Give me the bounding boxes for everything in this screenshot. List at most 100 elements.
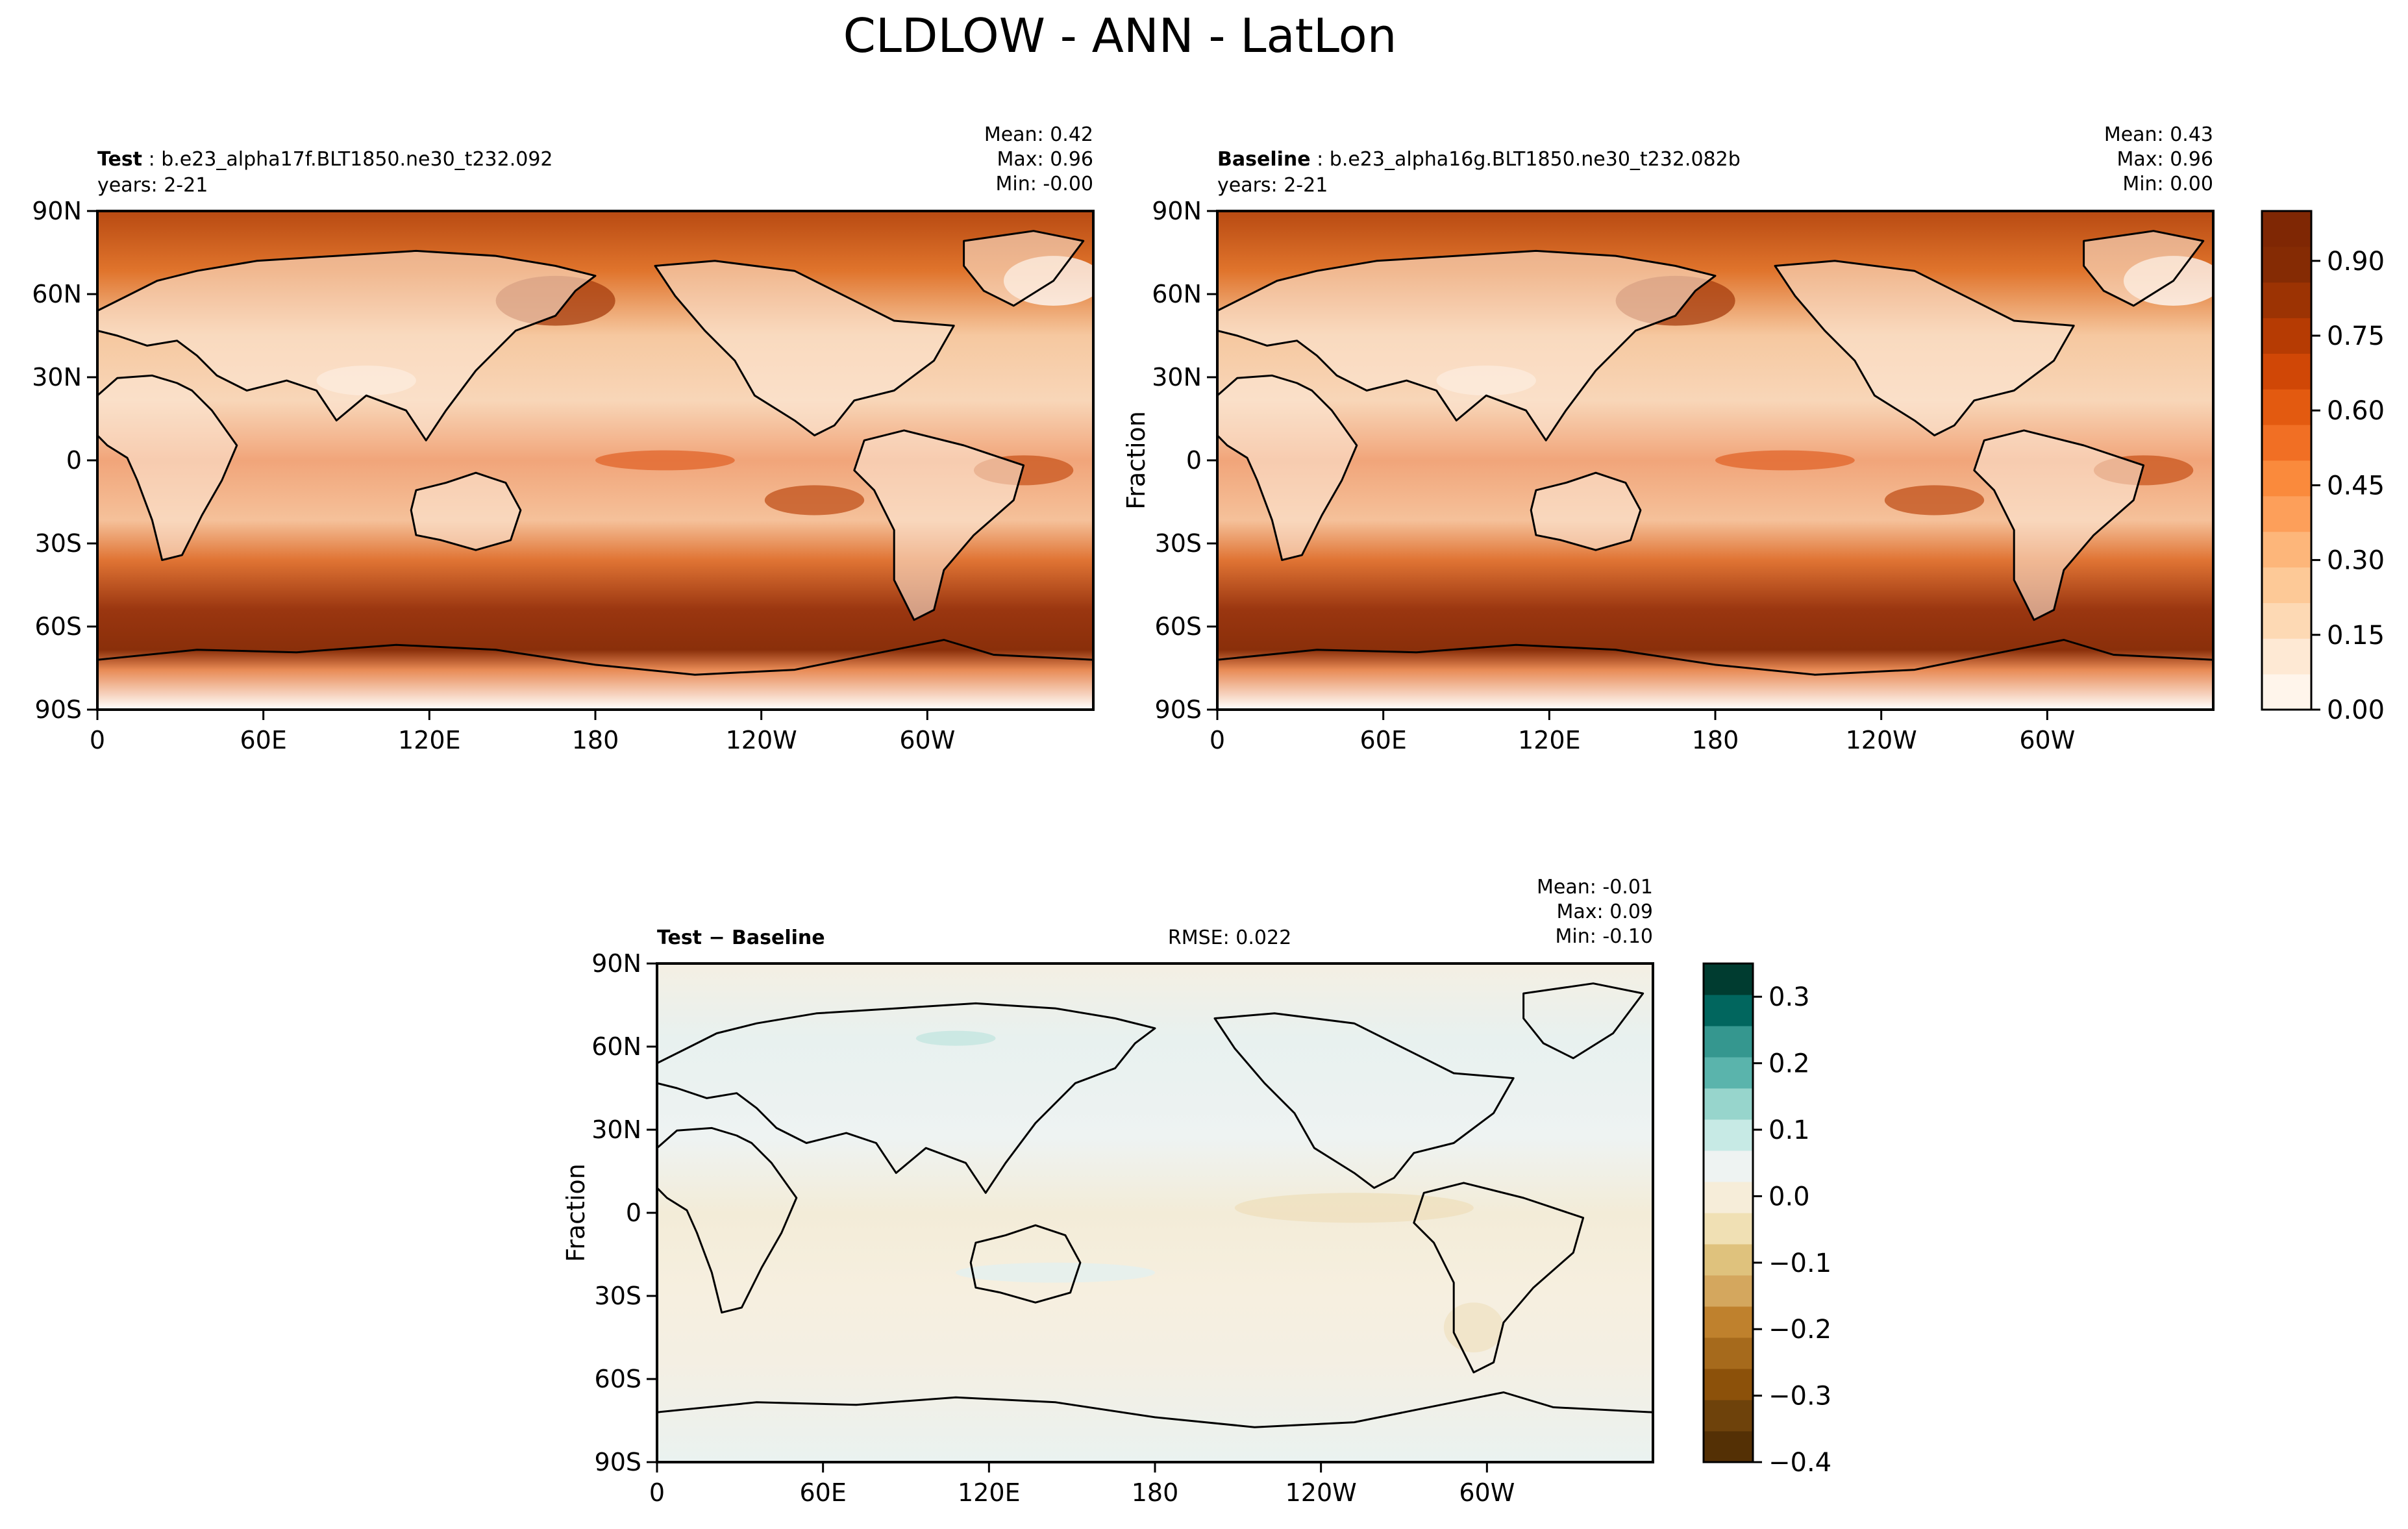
panel-test-x-tick-label: 180 [572, 726, 619, 754]
panel-diff-x-tick-label: 60E [799, 1478, 846, 1507]
figure-title: CLDLOW - ANN - LatLon [843, 8, 1397, 63]
panel-test-coast-greenland [963, 230, 1085, 307]
colorbar-diff-tick-label: −0.1 [1769, 1249, 1831, 1278]
panel-test-y-tick-label: 60S [35, 612, 82, 641]
panel-baseline-label: Baseline : b.e23_alpha16g.BLT1850.ne30_t… [1217, 148, 1741, 171]
colorbar-main-swatch [2262, 495, 2311, 532]
colorbar-diff-swatch [1704, 1244, 1753, 1276]
colorbar-diff-swatch [1704, 1275, 1753, 1307]
panel-diff-y-tick-label: 60N [591, 1032, 641, 1061]
colorbar-main-tick-label: 0.30 [2327, 546, 2385, 576]
panel-diff-y-tick-label: 0 [626, 1199, 641, 1227]
colorbar-diff-swatch [1704, 1306, 1753, 1338]
panel-baseline-y-tick-label: 30S [1155, 529, 1202, 558]
colorbar-main-swatch [2262, 531, 2311, 568]
panel-diff-coast-australia [969, 1224, 1082, 1304]
colorbar-diff-tick-label: −0.2 [1769, 1315, 1831, 1345]
panel-test-x-tick-label: 0 [90, 726, 105, 754]
panel-baseline-field-feature [1884, 485, 1985, 516]
panel-test-x-tick-label: 60E [240, 726, 286, 754]
panel-test-x-tick-label: 120E [398, 726, 461, 754]
colorbar-main-swatch [2262, 211, 2311, 247]
panel-diff-coast-africa [656, 1126, 798, 1314]
colorbar-diff-tick-label: 0.1 [1769, 1115, 1810, 1145]
panel-diff-y-tick-label: 90S [595, 1448, 641, 1476]
panel-baseline-y-tick-label: 60N [1152, 280, 1202, 308]
panel-diff-field-feature [915, 1030, 996, 1046]
panel-test-label: Test : b.e23_alpha17f.BLT1850.ne30_t232.… [97, 148, 553, 171]
panel-baseline-x-tick-label: 120E [1518, 726, 1581, 754]
colorbar-diff-swatch [1704, 1337, 1753, 1369]
panel-baseline-map [1216, 210, 2224, 711]
panel-baseline-x-tick-label: 0 [1210, 726, 1225, 754]
panel-diff-x-tick-label: 120W [1285, 1478, 1357, 1507]
panel-baseline-coast-australia [1530, 471, 1642, 551]
panel-test-coast-antarctica [97, 638, 1094, 676]
colorbar-main-tick-label: 0.60 [2327, 396, 2385, 426]
panel-baseline-y-tick-label: 60S [1155, 612, 1202, 641]
panel-baseline-coast-greenland [2083, 230, 2205, 307]
panel-test: 0 60E 120E 180 120W 60W 90N 60N 30N 0 30S 60S 90S Tes… [32, 123, 1104, 754]
panel-diff-coast-eurasia [656, 1002, 1156, 1194]
colorbar-diff: −0.4 −0.3 −0.2 −0.1 0.0 0.1 0.2 0.3 [1702, 962, 1831, 1478]
colorbar-main-swatch [2262, 246, 2311, 283]
panel-diff-stat: Mean: -0.01 [1537, 876, 1653, 899]
panel-test-years: years: 2-21 [97, 174, 208, 197]
panel-baseline-coast-namerica [1774, 260, 2075, 437]
panel-test-coast-samerica [853, 429, 1025, 621]
colorbar-diff-swatch [1704, 963, 1753, 995]
colorbar-main-tick-label: 0.75 [2327, 321, 2385, 351]
panel-baseline-y-tick-label: 90S [1155, 695, 1202, 724]
panel-baseline-y-tick-label: 90N [1152, 197, 1202, 225]
panel-test-y-tick-label: 60N [32, 280, 82, 308]
panel-baseline-stat: Max: 0.96 [2117, 148, 2213, 171]
panel-diff-rmse: RMSE: 0.022 [1168, 926, 1291, 949]
panel-test-coast-australia [410, 471, 522, 551]
panel-test-label-bold: Test [97, 148, 142, 171]
colorbar-main: 0.00 0.15 0.30 0.45 0.60 0.75 0.90 [2261, 210, 2385, 725]
panel-test-stat: Mean: 0.42 [984, 123, 1093, 146]
colorbar-main-swatch [2262, 603, 2311, 639]
panel-test-label-rest: : b.e23_alpha17f.BLT1850.ne30_t232.092 [142, 148, 552, 171]
panel-diff-ylabel: Fraction [562, 1163, 590, 1262]
panel-test-y-tick-label: 30N [32, 363, 82, 392]
colorbar-main-tick-label: 0.45 [2327, 471, 2385, 501]
panel-diff-y-tick-label: 60S [595, 1365, 641, 1393]
colorbar-main-swatch [2262, 425, 2311, 461]
panel-diff-x-tick-label: 0 [649, 1478, 665, 1507]
panel-baseline-y-tick-label: 0 [1186, 446, 1202, 475]
panel-diff-stat: Max: 0.09 [1557, 901, 1653, 923]
panel-baseline-field-feature [1715, 450, 1855, 471]
colorbar-main-swatch [2262, 317, 2311, 354]
colorbar-diff-swatch [1704, 1431, 1753, 1463]
colorbar-diff-frame [1702, 962, 1754, 1463]
colorbar-main-swatch [2262, 638, 2311, 675]
panel-test-map [96, 210, 1104, 711]
panel-baseline-x-tick-label: 180 [1692, 726, 1739, 754]
colorbar-diff-swatch [1704, 1057, 1753, 1089]
colorbar-main-swatch [2262, 674, 2311, 710]
panel-test-x-tick-label: 120W [726, 726, 797, 754]
colorbar-diff-tick-label: −0.3 [1769, 1382, 1831, 1411]
panel-diff-map [656, 962, 1654, 1463]
colorbar-diff-tick-label: 0.0 [1769, 1182, 1810, 1212]
colorbar-diff-swatch [1704, 1026, 1753, 1058]
panel-baseline-coast-samerica [1973, 429, 2145, 621]
panel-diff-field-feature [1443, 1302, 1504, 1353]
colorbar-main-swatch [2262, 353, 2311, 390]
panel-test-y-tick-label: 90N [32, 197, 82, 225]
panel-test-y-tick-label: 30S [35, 529, 82, 558]
panel-baseline-label-rest: : b.e23_alpha16g.BLT1850.ne30_t232.082b [1311, 148, 1741, 171]
panel-diff-label-bold: Test − Baseline [657, 926, 825, 949]
panel-baseline-stat: Min: 0.00 [2122, 173, 2213, 195]
colorbar-diff-tick-label: 0.3 [1769, 982, 1810, 1012]
colorbar-diff-tick-label: 0.2 [1769, 1049, 1810, 1079]
colorbar-diff-swatch [1704, 1400, 1753, 1432]
colorbar-main-tick-label: 0.00 [2327, 695, 2385, 725]
colorbar-diff-swatch [1704, 1119, 1753, 1151]
colorbar-main-tick-label: 0.15 [2327, 621, 2385, 651]
panel-diff-field-feature [956, 1262, 1155, 1283]
panel-baseline-coast-eurasia [1216, 249, 1717, 441]
colorbar-diff-swatch [1704, 1213, 1753, 1245]
